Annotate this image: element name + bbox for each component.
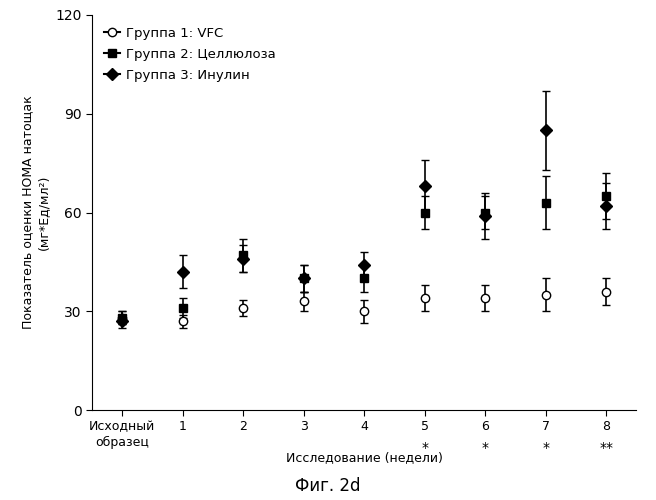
Text: *: * (482, 440, 489, 454)
Legend: Группа 1: VFC, Группа 2: Целлюлоза, Группа 3: Инулин: Группа 1: VFC, Группа 2: Целлюлоза, Груп… (98, 22, 281, 87)
X-axis label: Исследование (недели): Исследование (недели) (285, 452, 443, 464)
Text: **: ** (599, 440, 613, 454)
Y-axis label: Показатель оценки НОМА натощак
(мг*Ед/мл²): Показатель оценки НОМА натощак (мг*Ед/мл… (22, 96, 49, 330)
Text: *: * (421, 440, 428, 454)
Text: *: * (542, 440, 549, 454)
Text: Фиг. 2d: Фиг. 2d (295, 477, 361, 495)
